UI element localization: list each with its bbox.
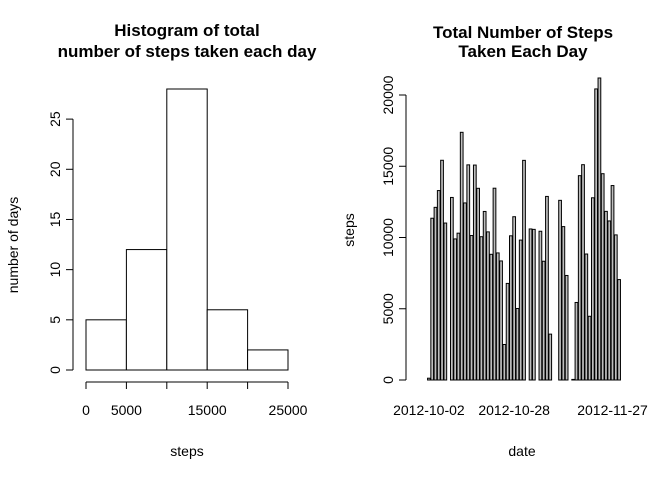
histogram-bar-2 [166, 88, 208, 371]
daily-steps-bar-2012-10-26 [505, 282, 510, 381]
histogram-y-label: number of days [5, 197, 21, 294]
daily-steps-bar-2012-11-17 [577, 175, 582, 381]
histogram-y-tick-label: 25 [47, 111, 63, 127]
daily-steps-bar-2012-10-03 [430, 217, 435, 381]
daily-steps-bar-2012-10-06 [440, 159, 444, 381]
daily-steps-bar-2012-10-02 [427, 377, 431, 381]
histogram-y-tick-label: 0 [47, 366, 63, 374]
daily-steps-x-label: date [508, 443, 535, 459]
daily-steps-bar-2012-11-08 [548, 333, 553, 381]
daily-steps-bar-2012-10-31 [522, 159, 526, 381]
daily-steps-bar-2012-10-05 [436, 190, 441, 381]
histogram-bar-4 [247, 349, 289, 371]
daily-steps-bar-2012-10-30 [518, 239, 523, 381]
daily-steps-bar-2012-10-12 [459, 131, 464, 381]
daily-steps-bar-2012-11-16 [574, 301, 579, 381]
daily-steps-bar-2012-10-10 [453, 238, 458, 381]
daily-steps-bar-2012-11-15 [571, 378, 576, 381]
daily-steps-bar-2012-11-18 [581, 164, 585, 381]
daily-steps-title-line-2: Taken Each Day [458, 42, 588, 61]
daily-steps-bar-2012-11-03 [531, 228, 536, 381]
daily-steps-bar-2012-11-11 [558, 199, 562, 381]
histogram-title-line-1: Histogram of total [114, 21, 259, 40]
histogram-panel: Histogram of total number of steps taken… [5, 21, 317, 459]
daily-steps-bar-2012-10-15 [469, 235, 474, 381]
daily-steps-bar-2012-10-24 [499, 260, 503, 381]
daily-steps-bar-2012-11-27 [610, 185, 615, 381]
daily-steps-bar-2012-10-29 [515, 307, 520, 381]
daily-steps-bar-2012-10-19 [482, 210, 487, 381]
daily-steps-title-line-1: Total Number of Steps [433, 23, 613, 42]
histogram-bar-0 [85, 319, 127, 371]
daily-steps-bar-2012-11-28 [613, 234, 618, 381]
daily-steps-bar-2012-11-23 [597, 77, 602, 381]
histogram-y-tick-label: 10 [47, 262, 63, 278]
daily-steps-bar-2012-11-07 [545, 195, 549, 381]
daily-steps-bar-2012-11-20 [587, 315, 592, 381]
daily-steps-bar-2012-11-05 [538, 230, 543, 381]
daily-steps-bars [427, 77, 621, 381]
daily-steps-bar-2012-10-07 [443, 222, 448, 381]
daily-steps-y-tick-label: 0 [380, 376, 396, 384]
histogram-x-tick-label: 15000 [188, 402, 227, 418]
histogram-y-tick-label: 20 [47, 161, 63, 177]
daily-steps-bar-2012-11-25 [604, 210, 608, 381]
daily-steps-x-tick-label: 2012-10-02 [393, 402, 465, 418]
daily-steps-bar-2012-11-29 [617, 279, 621, 381]
daily-steps-bar-2012-11-26 [607, 220, 612, 381]
histogram-y-tick-label: 5 [47, 316, 63, 324]
histogram-title-line-2: number of steps taken each day [58, 42, 317, 61]
daily-steps-bar-2012-10-09 [450, 196, 454, 381]
daily-steps-y-tick-label: 15000 [380, 147, 396, 186]
daily-steps-bar-2012-10-21 [489, 253, 494, 381]
daily-steps-bar-2012-10-25 [502, 343, 507, 381]
daily-steps-y-tick-label: 20000 [380, 75, 396, 114]
daily-steps-x-axis: 2012-10-02 2012-10-28 2012-11-27 [393, 402, 648, 418]
daily-steps-bar-2012-10-11 [456, 232, 461, 381]
daily-steps-bar-2012-11-13 [564, 274, 569, 381]
histogram-x-label: steps [170, 443, 203, 459]
histogram-bar-1 [125, 249, 168, 371]
histogram-x-tick-label: 5000 [111, 402, 142, 418]
daily-steps-y-label: steps [341, 213, 357, 246]
daily-steps-bar-2012-10-13 [463, 202, 467, 381]
daily-steps-bar-2012-10-20 [486, 231, 490, 381]
daily-steps-bar-2012-10-04 [433, 206, 438, 381]
daily-steps-bar-2012-11-06 [541, 260, 546, 381]
histogram-x-tick-label: 25000 [269, 402, 308, 418]
daily-steps-bar-2012-11-21 [590, 197, 595, 381]
daily-steps-y-axis: 0 5000 10000 15000 20000 [380, 75, 407, 384]
daily-steps-bar-2012-11-12 [561, 226, 566, 381]
daily-steps-panel: Total Number of Steps Taken Each Day 201… [341, 23, 648, 459]
daily-steps-bar-2012-10-23 [495, 252, 500, 381]
daily-steps-bar-2012-11-24 [600, 173, 605, 381]
daily-steps-y-tick-label: 5000 [380, 293, 396, 324]
histogram-bar-3 [206, 309, 249, 371]
daily-steps-bar-2012-11-19 [584, 253, 589, 381]
daily-steps-bar-2012-10-27 [509, 235, 513, 381]
daily-steps-bar-2012-10-22 [492, 187, 497, 381]
histogram-y-axis: 0 5 10 15 20 25 [47, 111, 74, 374]
daily-steps-x-tick-label: 2012-11-27 [577, 402, 648, 418]
daily-steps-bar-2012-10-14 [466, 164, 471, 381]
daily-steps-bar-2012-10-28 [512, 216, 517, 381]
daily-steps-x-tick-label: 2012-10-28 [478, 402, 550, 418]
daily-steps-bar-2012-11-22 [594, 88, 598, 381]
daily-steps-bar-2012-10-18 [479, 236, 484, 381]
daily-steps-bar-2012-10-17 [476, 187, 480, 381]
histogram-y-tick-label: 15 [47, 211, 63, 227]
daily-steps-y-tick-label: 10000 [380, 218, 396, 257]
histogram-bars [85, 88, 289, 371]
daily-steps-bar-2012-10-16 [472, 164, 477, 381]
daily-steps-bar-2012-11-02 [528, 228, 533, 381]
histogram-x-tick-label: 0 [82, 402, 90, 418]
histogram-x-axis: 0 5000 15000 25000 [82, 381, 308, 418]
